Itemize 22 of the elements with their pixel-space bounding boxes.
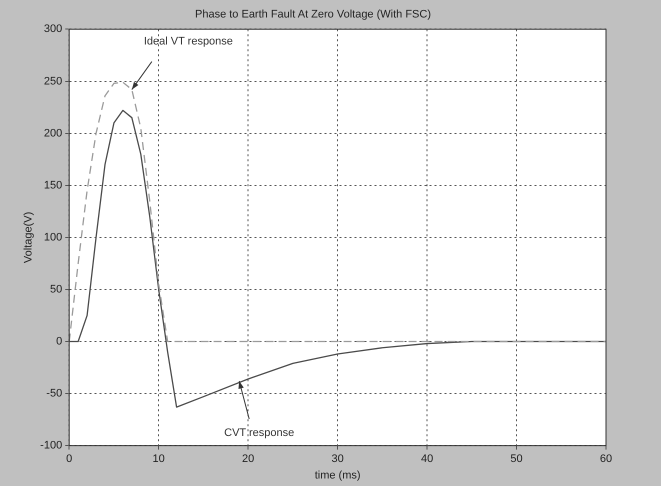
x-tick-label: 10 <box>152 453 165 466</box>
y-axis-title: Voltage(V) <box>22 212 35 264</box>
y-tick-label: 150 <box>44 179 62 192</box>
annotation: Ideal VT response <box>144 36 233 48</box>
y-tick-label: 0 <box>56 336 62 348</box>
y-tick-label: 50 <box>50 283 62 296</box>
x-tick-label: 20 <box>242 453 254 466</box>
annotation: CVT response <box>224 427 294 440</box>
y-tick-label: 250 <box>44 75 62 88</box>
chart-title: Phase to Earth Fault At Zero Voltage (With FSC) <box>195 8 431 21</box>
x-tick-label: 60 <box>600 453 612 466</box>
x-axis-title: time (ms) <box>314 469 361 482</box>
line-series <box>69 82 606 342</box>
y-tick-label: 100 <box>44 231 62 244</box>
y-tick-label: -100 <box>40 440 62 452</box>
x-tick-label: 50 <box>510 453 523 466</box>
y-tick-label: 300 <box>44 23 62 36</box>
y-tick-label: -50 <box>46 388 62 400</box>
x-tick-label: 40 <box>420 453 434 466</box>
y-tick-label: 200 <box>44 127 62 140</box>
x-tick-label: 30 <box>331 453 344 466</box>
x-tick-label: 0 <box>66 453 72 466</box>
